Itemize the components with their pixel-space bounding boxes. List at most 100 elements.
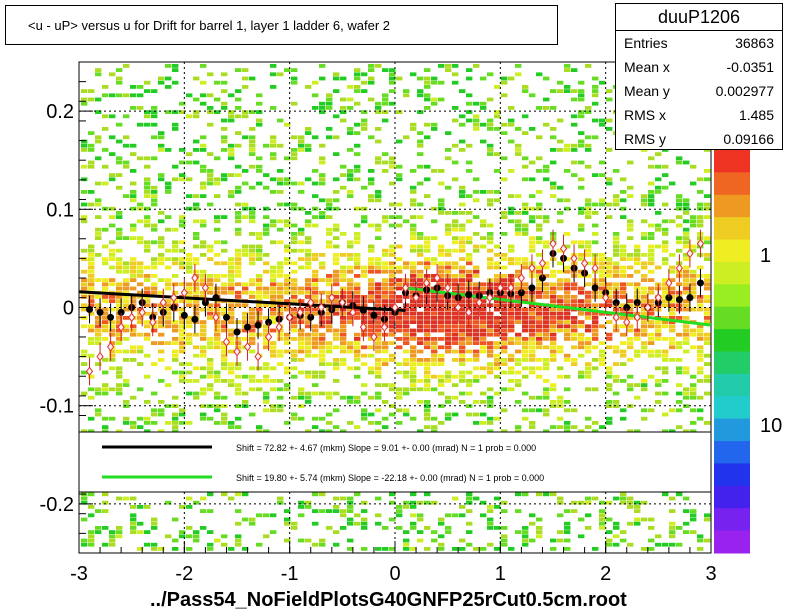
- heatmap-cell: [270, 345, 277, 350]
- heatmap-cell: [151, 190, 158, 194]
- heatmap-cell: [270, 152, 277, 156]
- heatmap-cell: [522, 202, 529, 207]
- heatmap-cell: [179, 215, 186, 219]
- heatmap-cell: [704, 278, 711, 282]
- heatmap-cell: [613, 349, 620, 354]
- heatmap-cell: [361, 353, 368, 358]
- heatmap-cell: [522, 307, 529, 312]
- heatmap-cell: [466, 269, 473, 274]
- heatmap-cell: [403, 295, 410, 299]
- heatmap-cell: [536, 190, 543, 194]
- heatmap-cell: [578, 290, 585, 295]
- heatmap-cell: [466, 169, 473, 173]
- heatmap-cell: [669, 534, 676, 539]
- heatmap-cell: [424, 311, 431, 316]
- heatmap-cell: [361, 316, 368, 320]
- heatmap-cell: [277, 379, 284, 383]
- colorbar-segment: [714, 351, 750, 375]
- heatmap-cell: [564, 521, 571, 526]
- data-point: [602, 292, 610, 303]
- heatmap-cell: [515, 425, 522, 429]
- heatmap-cell: [172, 290, 179, 295]
- heatmap-cell: [291, 337, 298, 341]
- heatmap-cell: [403, 337, 410, 341]
- heatmap-cell: [627, 505, 634, 509]
- heatmap-cell: [641, 341, 648, 345]
- heatmap-cell: [634, 286, 641, 291]
- heatmap-cell: [116, 261, 123, 266]
- heatmap-cell: [319, 215, 326, 219]
- heatmap-cell: [452, 211, 459, 215]
- heatmap-cell: [445, 148, 452, 152]
- heatmap-cell: [186, 282, 193, 287]
- heatmap-cell: [263, 379, 270, 383]
- heatmap-cell: [641, 253, 648, 257]
- heatmap-cell: [585, 303, 592, 308]
- heatmap-cell: [424, 374, 431, 379]
- heatmap-cell: [361, 509, 368, 513]
- heatmap-cell: [375, 332, 382, 337]
- heatmap-cell: [116, 349, 123, 354]
- heatmap-cell: [466, 118, 473, 123]
- heatmap-cell: [137, 240, 144, 245]
- heatmap-cell: [627, 257, 634, 261]
- heatmap-cell: [655, 391, 662, 396]
- heatmap-cell: [312, 391, 319, 396]
- heatmap-cell: [207, 72, 214, 77]
- heatmap-cell: [235, 538, 242, 543]
- heatmap-cell: [459, 400, 466, 404]
- heatmap-cell: [165, 190, 172, 194]
- heatmap-cell: [270, 349, 277, 354]
- heatmap-cell: [431, 76, 438, 81]
- heatmap-cell: [235, 416, 242, 421]
- heatmap-cell: [592, 211, 599, 215]
- heatmap-cell: [417, 152, 424, 156]
- heatmap-cell: [459, 148, 466, 152]
- heatmap-cell: [494, 496, 501, 501]
- heatmap-cell: [613, 391, 620, 396]
- heatmap-cell: [683, 341, 690, 345]
- heatmap-cell: [389, 269, 396, 274]
- heatmap-cell: [648, 337, 655, 341]
- heatmap-cell: [256, 290, 263, 295]
- heatmap-cell: [214, 177, 221, 182]
- heatmap-cell: [522, 526, 529, 530]
- heatmap-cell: [459, 538, 466, 543]
- heatmap-cell: [277, 202, 284, 207]
- heatmap-cell: [466, 328, 473, 333]
- heatmap-cell: [578, 139, 585, 144]
- heatmap-cell: [606, 148, 613, 152]
- heatmap-cell: [480, 547, 487, 551]
- heatmap-cell: [641, 416, 648, 421]
- heatmap-cell: [333, 290, 340, 295]
- heatmap-cell: [627, 328, 634, 333]
- heatmap-cell: [564, 526, 571, 530]
- heatmap-cell: [326, 395, 333, 400]
- heatmap-cell: [676, 240, 683, 245]
- heatmap-cell: [424, 80, 431, 85]
- heatmap-cell: [235, 97, 242, 102]
- heatmap-cell: [193, 391, 200, 396]
- heatmap-cell: [676, 383, 683, 387]
- heatmap-cell: [312, 299, 319, 303]
- heatmap-cell: [578, 341, 585, 345]
- heatmap-cell: [102, 299, 109, 303]
- heatmap-cell: [515, 332, 522, 337]
- heatmap-cell: [109, 416, 116, 421]
- heatmap-cell: [249, 379, 256, 383]
- heatmap-cell: [81, 248, 88, 253]
- heatmap-cell: [683, 366, 690, 371]
- heatmap-cell: [445, 526, 452, 530]
- heatmap-cell: [249, 517, 256, 522]
- heatmap-cell: [522, 164, 529, 169]
- heatmap-cell: [249, 412, 256, 417]
- heatmap-cell: [354, 374, 361, 379]
- heatmap-cell: [186, 496, 193, 501]
- heatmap-cell: [200, 80, 207, 85]
- heatmap-cell: [249, 206, 256, 211]
- heatmap-cell: [683, 286, 690, 291]
- heatmap-cell: [312, 345, 319, 350]
- heatmap-cell: [536, 278, 543, 282]
- heatmap-cell: [466, 492, 473, 497]
- heatmap-cell: [361, 89, 368, 93]
